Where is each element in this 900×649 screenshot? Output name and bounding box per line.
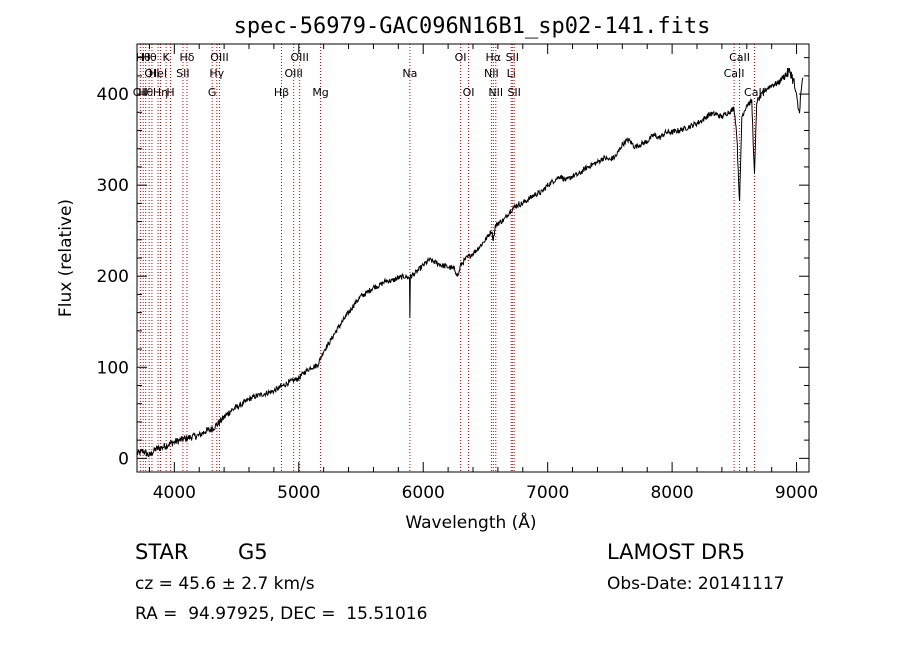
line-marker-label: Li xyxy=(507,67,516,80)
spectrum-line xyxy=(136,67,804,458)
y-tick-label: 300 xyxy=(97,176,129,196)
line-marker-label: Hη xyxy=(153,86,168,99)
line-marker-label: H xyxy=(166,86,174,99)
line-marker-label: Mg xyxy=(312,86,328,99)
x-tick-label: 8000 xyxy=(650,483,693,503)
y-tick-label: 400 xyxy=(97,85,129,105)
sky-coordinates: RA = 94.97925, DEC = 15.51016 xyxy=(135,604,428,624)
x-tick-label: 5000 xyxy=(277,483,320,503)
x-tick-label: 4000 xyxy=(153,483,196,503)
x-tick-label: 9000 xyxy=(775,483,818,503)
line-marker-label: Hθ xyxy=(142,51,157,64)
line-marker-label: Hδ xyxy=(180,51,195,64)
redshift-velocity: cz = 45.6 ± 2.7 km/s xyxy=(135,574,315,594)
object-class: STAR xyxy=(135,540,189,564)
line-marker-label: OI xyxy=(463,86,475,99)
line-marker-label: Hα xyxy=(486,51,502,64)
line-marker-label: NII xyxy=(484,67,499,80)
line-marker-label: SII xyxy=(507,86,520,99)
line-marker-label: OIII xyxy=(210,51,228,64)
line-marker-label: Hθ xyxy=(136,51,151,64)
line-marker-label: NII xyxy=(488,86,503,99)
line-marker-label: OIII xyxy=(284,67,302,80)
x-tick-label: 6000 xyxy=(402,483,445,503)
y-tick-label: 0 xyxy=(118,449,129,469)
x-axis: 4000 5000 6000 7000 8000 9000 xyxy=(148,44,818,503)
line-marker-label: HeI xyxy=(149,67,167,80)
line-marker-label: CaII xyxy=(724,67,745,80)
line-marker-label: Na xyxy=(402,67,417,80)
line-marker-label: OIII xyxy=(290,51,308,64)
line-marker-label: SII xyxy=(176,67,189,80)
line-marker-label: Hθ xyxy=(138,86,153,99)
line-marker-label: Hγ xyxy=(209,67,224,80)
y-tick-label: 100 xyxy=(97,358,129,378)
line-marker-label: OI xyxy=(455,51,467,64)
emission-line-markers: OIIHθHθHθOIIHeIHηKHSIIHδGHγOIIIHβOIIIOII… xyxy=(133,44,765,472)
line-marker-label: CaII xyxy=(729,51,750,64)
line-marker-label: K xyxy=(163,51,171,64)
y-axis-label: Flux (relative) xyxy=(56,199,76,317)
spectrum-series xyxy=(136,67,804,458)
chart-title: spec-56979-GAC096N16B1_sp02-141.fits xyxy=(234,14,711,39)
object-subclass: G5 xyxy=(238,540,268,564)
observation-date: Obs-Date: 20141117 xyxy=(607,574,785,594)
y-tick-label: 200 xyxy=(97,267,129,287)
line-marker-label: OII xyxy=(144,67,159,80)
line-marker-label: G xyxy=(208,86,217,99)
y-axis: 0 100 200 300 400 xyxy=(97,57,809,469)
x-axis-label: Wavelength (Å) xyxy=(405,511,536,533)
line-marker-label: SII xyxy=(506,51,519,64)
line-marker-label: Hβ xyxy=(274,86,289,99)
x-tick-label: 7000 xyxy=(526,483,569,503)
survey-name: LAMOST DR5 xyxy=(607,540,746,564)
